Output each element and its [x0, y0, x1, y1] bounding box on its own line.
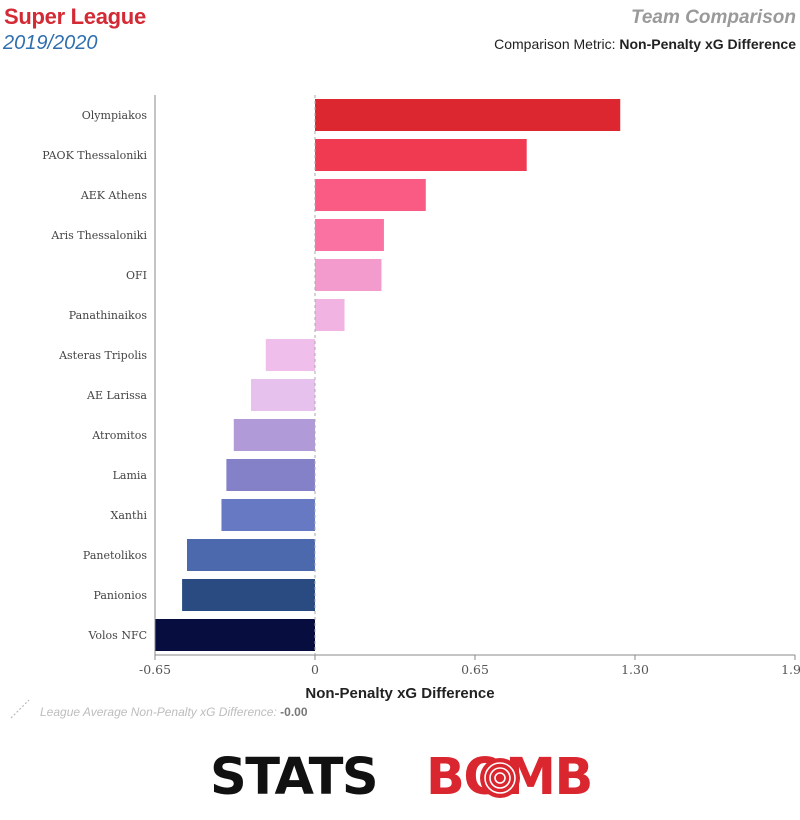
bar: [315, 99, 621, 131]
page-title: Team Comparison: [630, 7, 796, 28]
bar: [187, 539, 315, 571]
category-label: Panetolikos: [83, 549, 147, 562]
category-label: OFI: [126, 269, 147, 282]
x-axis-label: Non-Penalty xG Difference: [305, 685, 495, 702]
statsbomb-logo: STATS BOMB: [210, 748, 593, 808]
category-labels: Olympiakos PAOK Thessaloniki AEK Athens Ari…: [42, 109, 147, 642]
bar: [221, 499, 315, 531]
bar: [251, 379, 315, 411]
category-label: AEK Athens: [80, 189, 148, 202]
x-tick-label: 1.95: [781, 662, 800, 677]
league-average-note: League Average Non-Penalty xG Difference…: [40, 705, 308, 719]
comparison-metric: Comparison Metric: Non-Penalty xG Differ…: [494, 36, 796, 52]
category-label: Olympiakos: [82, 109, 148, 122]
x-tick-label: 0: [311, 662, 319, 677]
season-label: 2019/2020: [3, 32, 98, 54]
category-label: Atromitos: [91, 429, 147, 442]
league-name: Super League: [4, 4, 146, 29]
metric-prefix: Comparison Metric:: [494, 36, 616, 52]
bar: [155, 619, 315, 651]
bar: [315, 299, 345, 331]
x-tick-label: 1.30: [621, 662, 649, 677]
bar: [182, 579, 315, 611]
category-label: AE Larissa: [86, 389, 147, 402]
bars: [155, 99, 621, 651]
category-label: Asteras Tripolis: [58, 349, 147, 362]
target-icon: [480, 758, 520, 798]
bar-chart: Olympiakos PAOK Thessaloniki AEK Athens Ari…: [42, 95, 800, 677]
logo-stats-text: STATS: [210, 748, 379, 807]
dashed-line-icon: [10, 699, 30, 719]
category-label: Xanthi: [111, 509, 148, 522]
category-label: Panathinaikos: [69, 309, 148, 322]
league-average-label: League Average Non-Penalty xG Difference…: [40, 705, 277, 719]
bar: [315, 179, 426, 211]
category-label: Aris Thessaloniki: [50, 229, 147, 242]
bar: [315, 219, 384, 251]
bar: [226, 459, 315, 491]
bar: [315, 139, 527, 171]
league-average-value: -0.00: [280, 705, 308, 719]
category-label: Lamia: [113, 469, 148, 482]
category-label: PAOK Thessaloniki: [42, 149, 147, 162]
metric-name: Non-Penalty xG Difference: [619, 36, 796, 52]
x-tick-label: -0.65: [139, 662, 171, 677]
bar: [265, 339, 315, 371]
bar: [315, 259, 382, 291]
category-label: Panionios: [93, 589, 147, 602]
x-ticks: -0.65 0 0.65 1.30 1.95: [139, 655, 800, 677]
category-label: Volos NFC: [87, 629, 147, 642]
bar: [233, 419, 315, 451]
x-tick-label: 0.65: [461, 662, 489, 677]
